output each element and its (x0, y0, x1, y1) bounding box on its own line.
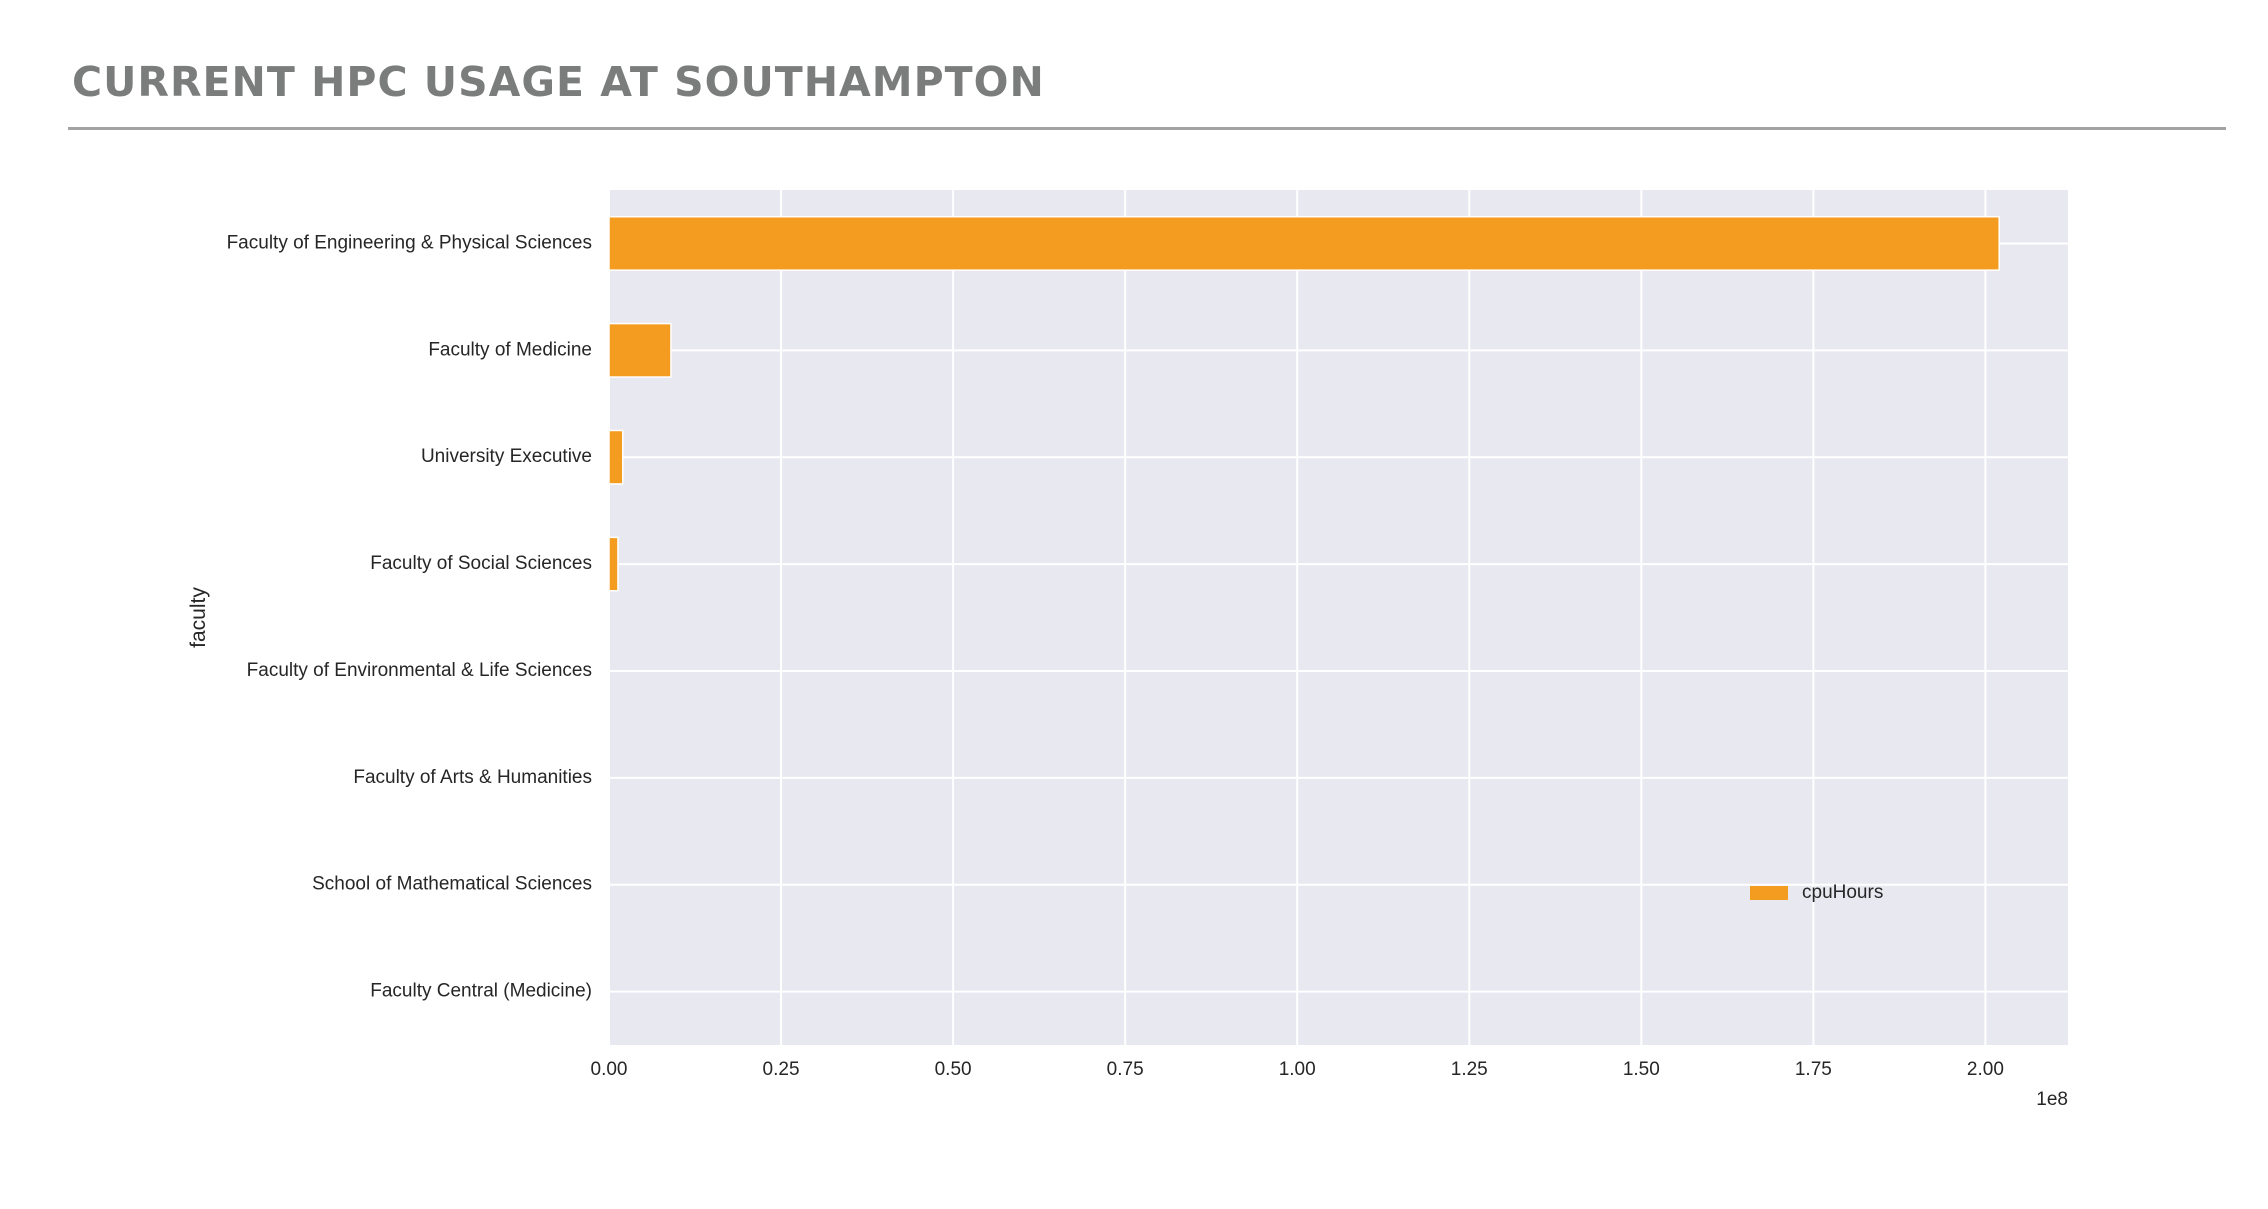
y-tick-label: Faculty of Engineering & Physical Scienc… (227, 232, 592, 253)
bar-0 (608, 215, 2000, 271)
y-tick-label: University Executive (421, 446, 592, 467)
y-tick-label: Faculty of Social Sciences (370, 553, 592, 574)
bar-3 (608, 536, 619, 592)
x-tick-label: 0.50 (935, 1059, 972, 1080)
x-tick-label: 1.25 (1451, 1059, 1488, 1080)
bar-2 (608, 429, 624, 485)
legend-label: cpuHours (1802, 882, 1883, 903)
x-tick-label: 1.00 (1279, 1059, 1316, 1080)
title-divider (68, 127, 2226, 130)
y-tick-label: Faculty of Environmental & Life Sciences (247, 660, 592, 681)
page-title: CURRENT HPC USAGE AT SOUTHAMPTON (72, 58, 1045, 106)
x-tick-label: 0.00 (591, 1059, 628, 1080)
x-tick-label: 2.00 (1967, 1059, 2004, 1080)
y-axis-label: faculty (187, 587, 210, 648)
y-tick-label: School of Mathematical Sciences (312, 874, 592, 895)
x-tick-label: 1.50 (1623, 1059, 1660, 1080)
plot-area (609, 190, 2068, 1045)
x-tick-label: 0.25 (763, 1059, 800, 1080)
y-tick-label: Faculty of Medicine (428, 339, 592, 360)
x-tick-label: 1.75 (1795, 1059, 1832, 1080)
x-tick-label: 0.75 (1107, 1059, 1144, 1080)
x-offset-label: 1e8 (2036, 1089, 2068, 1110)
y-tick-label: Faculty Central (Medicine) (370, 981, 592, 1002)
bar-1 (608, 322, 672, 378)
legend-swatch (1750, 886, 1788, 900)
y-tick-label: Faculty of Arts & Humanities (353, 767, 592, 788)
